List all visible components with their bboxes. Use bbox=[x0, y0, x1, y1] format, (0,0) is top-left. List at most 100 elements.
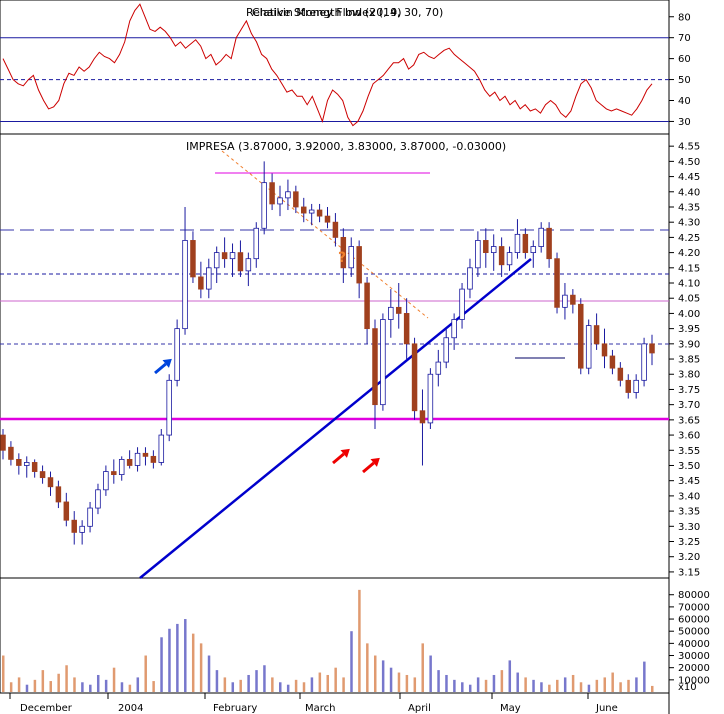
price-tick-label: 4.35 bbox=[678, 202, 700, 213]
candle bbox=[237, 240, 244, 277]
candle bbox=[601, 328, 608, 369]
candle bbox=[63, 492, 70, 527]
volume-bar bbox=[168, 628, 171, 692]
red-arrow-icon-2 bbox=[362, 457, 380, 474]
candle bbox=[39, 465, 46, 484]
volume-bar bbox=[310, 677, 314, 692]
volume-bar bbox=[2, 655, 5, 692]
price-tick-label: 3.35 bbox=[678, 507, 700, 518]
x-label-march: March bbox=[305, 703, 335, 714]
volume-bar bbox=[461, 682, 464, 692]
candle bbox=[253, 222, 260, 268]
price-tick-label: 4.40 bbox=[678, 187, 700, 198]
rsi-panel bbox=[0, 3, 669, 127]
candle bbox=[403, 298, 410, 360]
volume-bar bbox=[540, 682, 543, 692]
price-tick-label: 4.20 bbox=[678, 248, 700, 259]
candle bbox=[71, 511, 77, 545]
volume-bar bbox=[334, 667, 337, 692]
candle bbox=[47, 471, 54, 496]
volume-bar bbox=[294, 679, 298, 692]
x-label-december: December bbox=[20, 703, 73, 714]
candle bbox=[562, 283, 568, 320]
volume-bar bbox=[144, 655, 147, 692]
volume-bar bbox=[279, 682, 282, 692]
price-tick-label: 4.55 bbox=[678, 142, 700, 153]
volume-bar bbox=[73, 677, 76, 692]
volume-bar bbox=[437, 670, 440, 692]
volume-bar bbox=[160, 637, 163, 692]
volume-bar bbox=[445, 674, 448, 692]
volume-bar bbox=[89, 684, 92, 692]
candle bbox=[166, 374, 172, 442]
volume-bar bbox=[176, 623, 179, 692]
candle bbox=[308, 203, 315, 226]
candle bbox=[435, 349, 442, 387]
x-label-april: April bbox=[408, 703, 431, 714]
volume-tick-label: 70000 bbox=[678, 602, 710, 613]
price-tick-label: 3.50 bbox=[678, 461, 700, 472]
candle bbox=[388, 289, 394, 338]
candle bbox=[206, 258, 212, 299]
volume-bar bbox=[215, 670, 219, 692]
volume-bar bbox=[271, 677, 274, 692]
volume-bar bbox=[595, 679, 599, 692]
price-tick-label: 3.60 bbox=[678, 431, 700, 442]
rsi-tick-label: 60 bbox=[678, 54, 691, 65]
volume-bar bbox=[65, 665, 68, 692]
candle bbox=[285, 179, 291, 211]
price-tick-label: 4.00 bbox=[678, 309, 700, 320]
volume-bar bbox=[231, 682, 235, 692]
price-tick-label: 4.25 bbox=[678, 233, 700, 244]
candle bbox=[538, 222, 544, 253]
candle bbox=[111, 459, 117, 484]
price-tick-label: 3.45 bbox=[678, 476, 700, 487]
volume-bar bbox=[619, 682, 622, 692]
volume-tick-label: 20000 bbox=[678, 663, 710, 674]
price-tick-label: 3.80 bbox=[678, 370, 700, 381]
candle bbox=[174, 319, 180, 387]
volume-bar bbox=[49, 681, 52, 692]
price-tick-label: 4.30 bbox=[678, 218, 700, 229]
volume-bar bbox=[587, 684, 591, 692]
candle bbox=[546, 222, 552, 268]
candle bbox=[483, 228, 489, 268]
candle bbox=[459, 283, 465, 329]
price-tick-label: 4.50 bbox=[678, 157, 700, 168]
candle bbox=[593, 313, 600, 350]
volume-bar bbox=[358, 589, 361, 692]
volume-bar bbox=[104, 679, 108, 692]
volume-multiplier: x10 bbox=[678, 682, 697, 693]
volume-bar bbox=[429, 655, 432, 692]
volume-tick-label: 30000 bbox=[678, 651, 710, 662]
candle bbox=[126, 450, 133, 469]
candle bbox=[451, 313, 457, 350]
volume-bar bbox=[468, 684, 472, 692]
volume-bar bbox=[571, 674, 575, 692]
candlesticks bbox=[0, 161, 655, 545]
candle bbox=[625, 374, 632, 399]
volume-tick-label: 60000 bbox=[678, 615, 710, 626]
rsi-tick-label: 40 bbox=[678, 96, 691, 107]
price-tick-label: 3.40 bbox=[678, 491, 700, 502]
volume-bar bbox=[184, 619, 187, 692]
candle bbox=[134, 447, 141, 472]
candle bbox=[150, 450, 157, 469]
volume-bar bbox=[421, 643, 424, 692]
uptrend-line bbox=[139, 258, 532, 579]
price-tick-label: 3.20 bbox=[678, 552, 700, 563]
volume-bar bbox=[532, 679, 535, 692]
x-label-june: June bbox=[595, 703, 618, 714]
volume-bar bbox=[136, 677, 140, 692]
volume-bar bbox=[492, 674, 496, 692]
volume-bar bbox=[381, 660, 385, 692]
candle bbox=[514, 219, 521, 259]
volume-bar bbox=[207, 655, 211, 692]
candle bbox=[498, 237, 505, 277]
volume-bar bbox=[516, 672, 519, 692]
volume-bar bbox=[366, 643, 369, 692]
volume-bar bbox=[33, 679, 37, 692]
candle bbox=[372, 319, 378, 429]
volume-bar bbox=[548, 684, 551, 692]
volume-bar bbox=[342, 677, 345, 692]
